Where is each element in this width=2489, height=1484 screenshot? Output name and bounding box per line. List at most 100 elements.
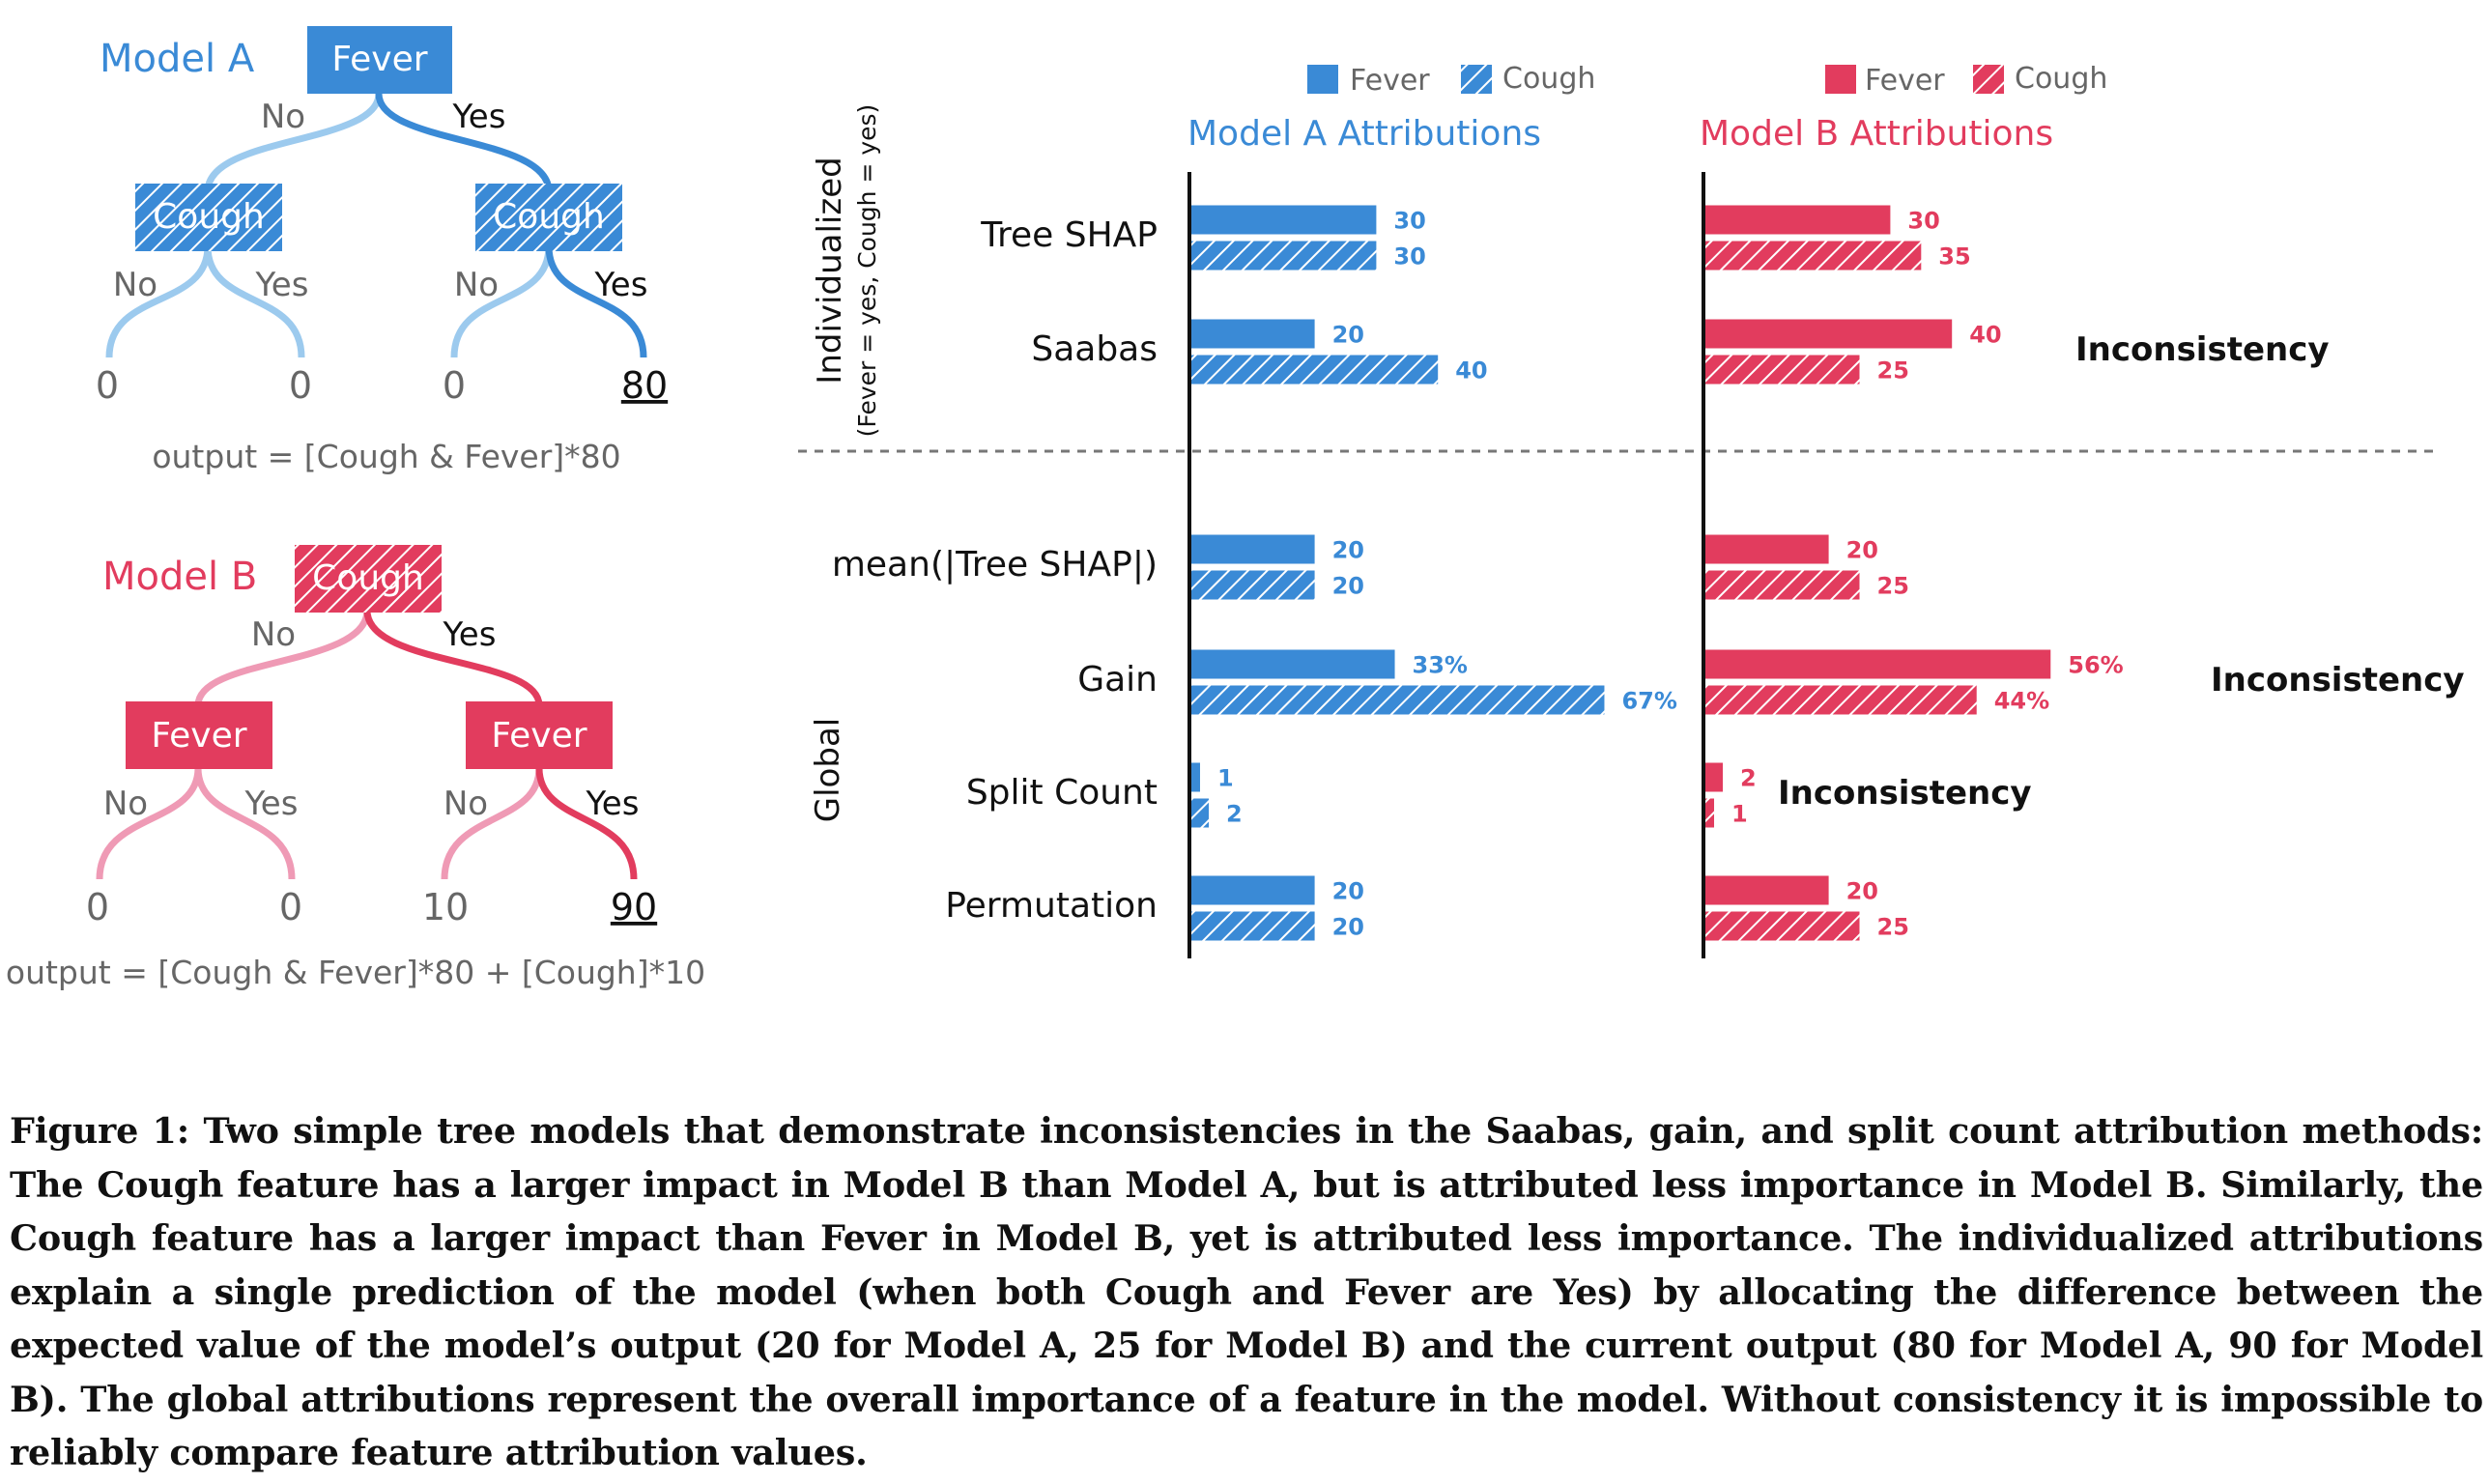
bar-a-tree-shap-cough: [1191, 241, 1377, 271]
bar-b-gain-fever: [1705, 649, 2051, 679]
value-a-tree-shap-cough: 30: [1393, 243, 1425, 271]
value-a-tree-shap-fever: 30: [1393, 208, 1425, 235]
edge-b-r-no: [441, 767, 543, 880]
node-b-left-label: Fever: [151, 716, 246, 756]
bar-b-split-count-fever: [1705, 762, 1723, 792]
bar-b-permutation-cough: [1705, 911, 1860, 941]
group-label-individualized: Individualized: [811, 157, 849, 384]
branch-a-r-yes: Yes: [594, 266, 648, 304]
bar-b-saabas-fever: [1705, 319, 1953, 349]
value-a-permutation-cough: 20: [1332, 914, 1364, 941]
value-a-mean-tree-shap-cough: 20: [1332, 573, 1364, 600]
group-label-global: Global: [809, 718, 847, 822]
branch-b-l-yes: Yes: [244, 785, 299, 823]
inconsistency-note-split-count: Inconsistency: [1778, 774, 2032, 813]
branch-b-root-no: No: [251, 615, 296, 654]
node-a-right: [475, 184, 622, 251]
leaf-b-2: 0: [279, 886, 302, 928]
method-label-mean-tree-shap: mean(|Tree SHAP|): [832, 545, 1158, 585]
branch-b-r-yes: Yes: [586, 785, 640, 823]
bar-b-split-count-cough: [1705, 798, 1714, 828]
edge-a-root-yes: [375, 93, 553, 192]
bar-a-mean-tree-shap-cough: [1191, 570, 1315, 600]
value-a-saabas-fever: 20: [1332, 322, 1364, 349]
legend-a-cough-swatch: [1461, 65, 1492, 94]
branch-a-l-yes: Yes: [255, 266, 309, 304]
edge-b-l-no: [96, 767, 202, 880]
branch-a-r-no: No: [454, 266, 499, 304]
bar-b-gain-cough: [1705, 685, 1977, 715]
bar-a-saabas-cough: [1191, 355, 1439, 385]
edge-b-root-no: [194, 610, 371, 706]
legend-b-fever-swatch: [1825, 65, 1856, 94]
leaf-b-3: 10: [422, 886, 469, 928]
value-a-permutation-fever: 20: [1332, 878, 1364, 905]
model-b-title: Model B: [102, 555, 257, 599]
value-b-tree-shap-fever: 30: [1907, 208, 1939, 235]
leaf-b-4: 90: [611, 886, 657, 928]
value-b-mean-tree-shap-cough: 25: [1877, 573, 1909, 600]
value-a-mean-tree-shap-fever: 20: [1332, 537, 1364, 564]
value-b-gain-cough: 44%: [1994, 688, 2049, 715]
bar-a-gain-cough: [1191, 685, 1605, 715]
method-label-gain: Gain: [1077, 660, 1158, 699]
value-a-saabas-cough: 40: [1455, 357, 1487, 385]
node-a-right-label: Cough: [493, 197, 605, 237]
node-b-left: [126, 701, 272, 769]
panel-title-b: Model B Attributions: [1700, 114, 2053, 154]
formula-b: output = [Cough & Fever]*80 + [Cough]*10: [6, 954, 705, 991]
leaf-b-1: 0: [86, 886, 109, 928]
bar-a-permutation-fever: [1191, 875, 1315, 905]
value-a-split-count-cough: 2: [1226, 801, 1243, 828]
branch-a-l-no: No: [113, 266, 157, 304]
legend-b-cough: Cough: [2015, 62, 2107, 96]
bar-b-permutation-fever: [1705, 875, 1829, 905]
bar-a-permutation-cough: [1191, 911, 1315, 941]
group-label-individualized-sub: (Fever = yes, Cough = yes): [853, 104, 881, 438]
value-b-mean-tree-shap-fever: 20: [1846, 537, 1878, 564]
branch-b-l-no: No: [103, 785, 148, 823]
bar-b-mean-tree-shap-cough: [1705, 570, 1860, 600]
value-b-saabas-cough: 25: [1877, 357, 1909, 385]
node-b-right-label: Fever: [491, 716, 586, 756]
leaf-a-3: 0: [443, 364, 466, 407]
bar-a-gain-fever: [1191, 649, 1395, 679]
bar-a-split-count-fever: [1191, 762, 1200, 792]
leaf-a-2: 0: [289, 364, 312, 407]
branch-b-root-yes: Yes: [443, 615, 497, 654]
node-a-root-label: Fever: [331, 40, 427, 79]
edge-a-l-no: [105, 245, 212, 358]
leaf-a-4: 80: [621, 364, 668, 407]
value-b-gain-fever: 56%: [2068, 652, 2123, 679]
edge-a-r-no: [450, 245, 553, 358]
model-a-tree: Model A Fever Cough Cough No Yes No Yes …: [96, 26, 668, 475]
branch-a-root-yes: Yes: [452, 98, 506, 136]
node-a-left: [135, 184, 282, 251]
value-a-split-count-fever: 1: [1217, 765, 1234, 792]
node-b-right: [466, 701, 613, 769]
value-b-tree-shap-cough: 35: [1938, 243, 1970, 271]
edge-b-r-yes: [535, 767, 638, 880]
figure-caption: Figure 1: Two simple tree models that de…: [10, 1110, 2483, 1473]
edge-a-r-yes: [545, 245, 647, 358]
value-b-saabas-fever: 40: [1969, 322, 2001, 349]
node-b-root: [295, 545, 442, 613]
edge-b-l-yes: [194, 767, 296, 880]
legend-b-cough-swatch: [1973, 65, 2004, 94]
node-b-root-label: Cough: [312, 558, 424, 598]
branch-a-root-no: No: [261, 98, 305, 136]
value-b-permutation-cough: 25: [1877, 914, 1909, 941]
legend-a-fever-swatch: [1307, 65, 1338, 94]
bar-b-saabas-cough: [1705, 355, 1860, 385]
bar-b-mean-tree-shap-fever: [1705, 534, 1829, 564]
formula-a: output = [Cough & Fever]*80: [152, 438, 620, 475]
method-label-split-count: Split Count: [966, 773, 1158, 813]
bar-a-tree-shap-fever: [1191, 205, 1377, 235]
legend-a-fever: Fever: [1350, 64, 1430, 98]
inconsistency-note-saabas: Inconsistency: [2075, 330, 2330, 369]
value-a-gain-fever: 33%: [1413, 652, 1468, 679]
node-a-left-label: Cough: [153, 197, 265, 237]
bar-b-tree-shap-cough: [1705, 241, 1922, 271]
branch-b-r-no: No: [443, 785, 488, 823]
bar-a-saabas-fever: [1191, 319, 1315, 349]
